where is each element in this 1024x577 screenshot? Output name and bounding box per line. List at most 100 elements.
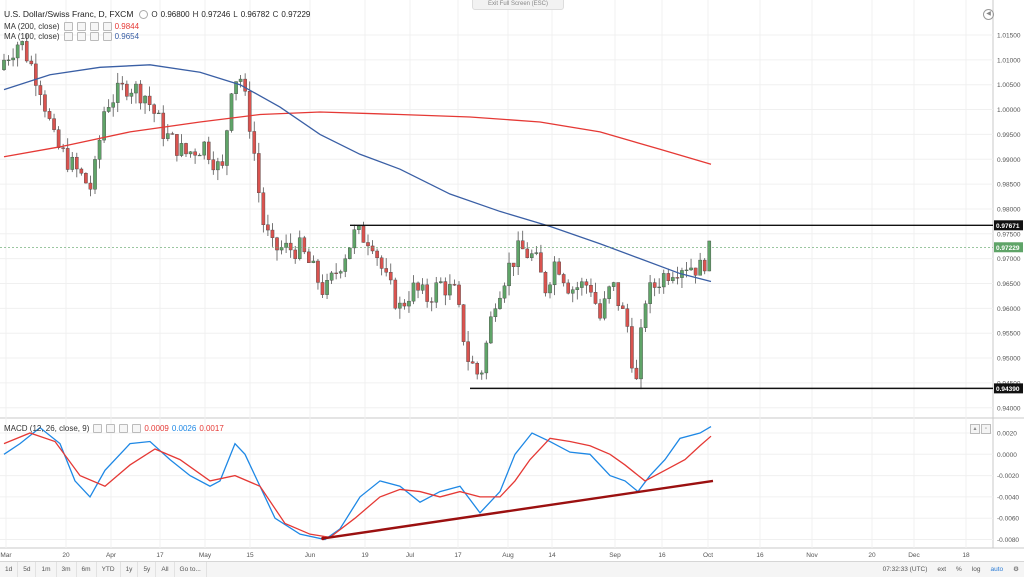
percent-toggle[interactable]: % [956,566,962,573]
candle-body [530,253,534,258]
go-to-button[interactable]: Go to... [175,562,207,577]
candle-body [138,83,143,104]
candle-body [2,59,6,70]
low-label: L [233,9,238,19]
low-value: 0.96782 [240,9,270,19]
candle-body [348,247,352,259]
settings-icon[interactable] [76,22,86,31]
auto-toggle[interactable]: auto [990,566,1004,573]
range-3m[interactable]: 3m [57,562,77,577]
candle-body [607,286,611,299]
candle-body [243,78,247,92]
candle-body [434,282,439,303]
range-1d[interactable]: 1d [0,562,19,577]
settings-icon[interactable] [76,32,86,41]
candle-body [184,143,188,155]
more-icon[interactable] [132,424,142,433]
candle-body [343,258,348,272]
macd-tick-label: 0.0000 [997,452,1017,459]
time-axis-label: Dec [908,552,920,559]
exit-fullscreen-hint[interactable]: Exit Full Screen (ESC) [472,0,564,10]
candle-body [79,168,84,174]
candle-body [179,143,184,156]
candle-body [648,282,652,304]
range-5y[interactable]: 5y [138,562,157,577]
visibility-icon[interactable] [63,22,73,31]
range-6m[interactable]: 6m [77,562,97,577]
resistance-price-label: 0.97671 [996,223,1020,230]
candle-body [38,85,43,95]
candle-body [539,252,543,273]
settings-icon[interactable] [106,424,116,433]
candle-body [334,272,338,274]
chart-canvas[interactable]: 1.01500 1.01000 1.00500 1.00000 0.99500 0.990… [0,0,1024,561]
candle-body [611,282,616,287]
high-value: 0.97246 [201,9,231,19]
candle-body [657,286,661,288]
range-5d[interactable]: 5d [18,562,37,577]
ext-toggle[interactable]: ext [937,566,947,573]
scroll-to-realtime-icon[interactable]: ◀ [983,9,994,20]
candle-body [11,57,15,61]
range-1m[interactable]: 1m [36,562,57,577]
price-tick-label: 0.97000 [997,256,1021,263]
close-icon[interactable] [119,424,129,433]
pane-up-icon[interactable]: ▴ [970,424,980,434]
range-ytd[interactable]: YTD [97,562,121,577]
log-toggle[interactable]: log [971,566,981,573]
candle-body [307,251,311,263]
settings-circle-icon[interactable] [139,9,149,19]
time-axis-label: Jun [305,552,316,559]
gear-icon[interactable]: ⚙ [1013,566,1019,573]
candle-body [475,362,480,375]
macd-label: MACD (12, 26, close, 9) [4,424,90,433]
candle-body [575,287,580,290]
macd-signal-line [3,432,712,539]
macd-tick-label: -0.0020 [997,473,1019,480]
candle-body [74,156,79,170]
range-all[interactable]: All [156,562,175,577]
candle-body [707,240,712,272]
candle-body [266,224,270,231]
candle-body [234,81,238,94]
candle-body [443,281,448,296]
macd-tick-label: 0.0020 [997,431,1017,438]
current-price-label-bg [994,242,1023,253]
candle-body [566,282,570,294]
range-1y[interactable]: 1y [121,562,139,577]
more-icon[interactable] [102,32,112,41]
macd-tick-label: -0.0080 [997,537,1019,544]
candle-body [429,301,434,303]
price-tick-label: 1.00500 [997,82,1021,89]
visibility-icon[interactable] [93,424,103,433]
candle-body [702,259,707,272]
price-tick-label: 0.95000 [997,356,1021,363]
candle-body [6,59,11,61]
time-axis-label: 16 [658,552,666,559]
price-tick-label: 0.98500 [997,182,1021,189]
candle-body [425,284,429,302]
close-icon[interactable] [89,32,99,41]
support-price-label-bg [994,383,1023,394]
candle-body [561,274,566,284]
clock[interactable]: 07:32:33 (UTC) [882,566,928,573]
candle-body [402,302,407,307]
visibility-icon[interactable] [63,32,73,41]
time-axis-label: 17 [156,552,164,559]
candle-body [375,250,379,259]
pane-maximize-icon[interactable]: ▫ [981,424,991,434]
time-axis-label: 20 [868,552,876,559]
candle-body [129,92,134,97]
candle-body [61,147,65,149]
more-icon[interactable] [102,22,112,31]
macd-histogram-value: 0.0009 [144,424,169,433]
candle-body [197,154,202,157]
time-axis-label: Sep [609,552,621,559]
candle-body [393,279,398,309]
candle-body [366,242,370,247]
candle-body [411,282,416,302]
close-icon[interactable] [89,22,99,31]
candle-body [625,308,630,327]
time-axis-label: Oct [703,552,713,559]
candle-body [316,260,320,283]
